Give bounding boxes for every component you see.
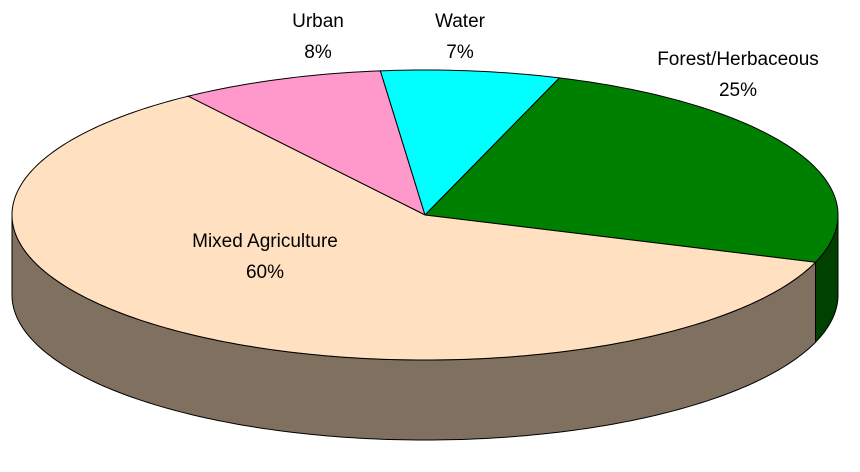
slice bbox=[379, 69, 561, 216]
slice-label: Urban bbox=[292, 11, 344, 32]
slice-value-label: 25% bbox=[719, 80, 757, 101]
slice-label: Forest/Herbaceous bbox=[657, 49, 819, 70]
slice-label: Mixed Agriculture bbox=[192, 231, 338, 252]
slice-value-label: 7% bbox=[446, 42, 474, 63]
slice-value-label: 60% bbox=[246, 262, 284, 283]
slice bbox=[186, 70, 426, 216]
slice bbox=[11, 95, 817, 361]
slice-value-label: 8% bbox=[304, 42, 332, 63]
slice-label: Water bbox=[435, 11, 486, 32]
slice bbox=[423, 77, 839, 263]
